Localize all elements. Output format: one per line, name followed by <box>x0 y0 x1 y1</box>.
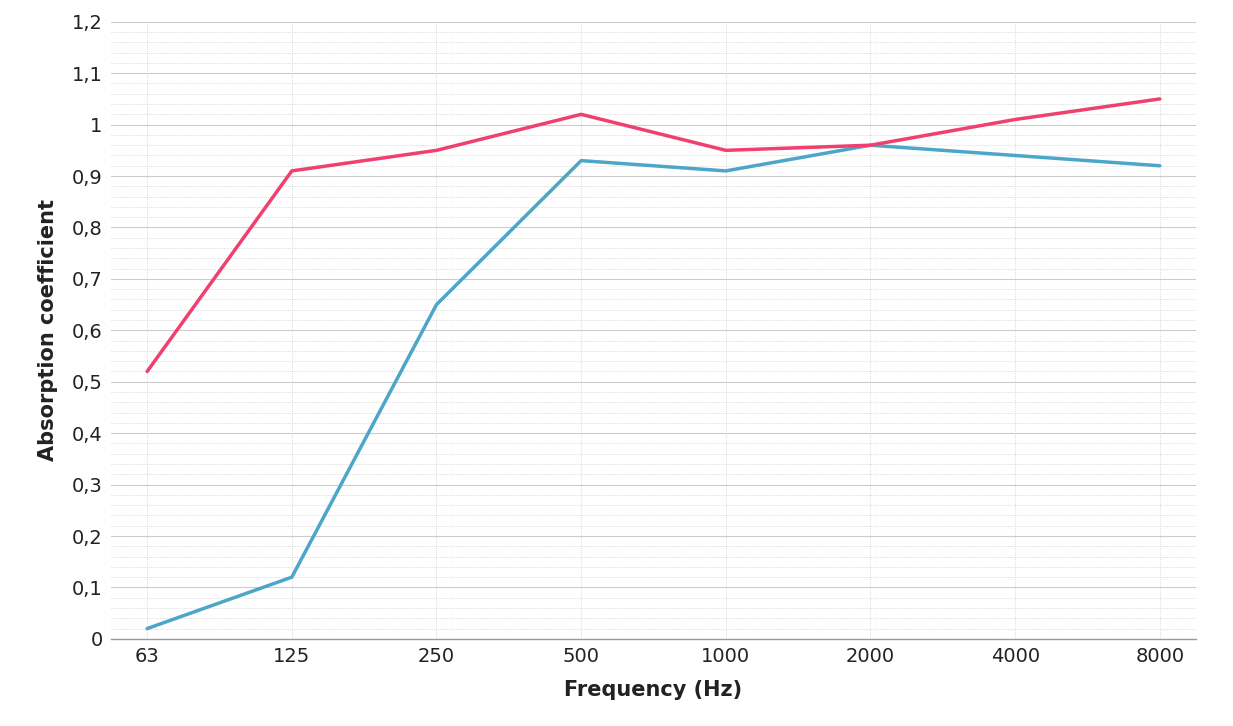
Y-axis label: Absorption coefficient: Absorption coefficient <box>38 200 58 461</box>
X-axis label: Frequency (Hz): Frequency (Hz) <box>565 680 742 700</box>
